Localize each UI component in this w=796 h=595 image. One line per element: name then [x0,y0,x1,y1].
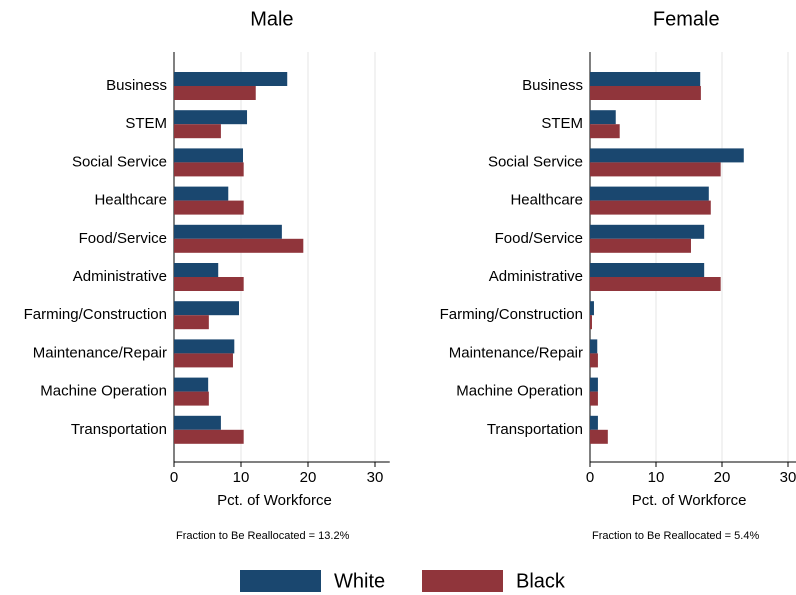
bar [174,72,288,86]
bar [174,301,239,316]
legend-swatch [422,570,503,592]
category-label: Social Service [72,153,167,170]
bar [174,415,221,430]
category-label: Machine Operation [456,383,583,400]
bar [174,277,244,291]
bar [174,263,219,277]
legend-label: White [334,570,385,592]
category-label: Business [522,77,583,94]
bar [174,200,244,215]
bar [590,238,691,253]
bar [590,124,620,139]
bar [590,353,598,368]
category-label: Healthcare [94,192,167,209]
category-label: Administrative [73,268,167,285]
bar [590,110,616,125]
bar [590,391,598,406]
legend-label: Black [516,570,566,592]
bar [174,377,209,392]
bar [174,238,304,253]
category-label: Transportation [71,421,167,438]
bar [590,301,594,316]
bar [174,162,244,177]
bar [174,315,209,330]
bar [590,162,721,177]
bar [174,148,244,163]
x-tick-label: 30 [780,469,796,486]
x-tick-label: 10 [233,469,250,486]
category-label: Farming/Construction [24,306,167,323]
bar [590,148,744,163]
category-label: Food/Service [495,230,583,247]
x-tick-label: 30 [367,469,384,486]
bar [590,315,592,330]
category-label: Food/Service [79,230,167,247]
category-label: Social Service [488,153,583,170]
x-tick-label: 0 [170,469,178,486]
category-label: Farming/Construction [440,306,583,323]
panel-title: Female [653,8,720,30]
annotation: Fraction to Be Reallocated = 13.2% [176,530,350,542]
x-axis-label: Pct. of Workforce [632,492,747,509]
bar [590,86,701,100]
category-label: Maintenance/Repair [449,344,583,361]
bar [590,224,705,239]
bar [590,277,721,291]
bar [174,391,209,406]
category-label: Maintenance/Repair [33,344,167,361]
x-tick-label: 20 [714,469,731,486]
category-label: STEM [541,115,583,132]
bar [174,86,256,100]
bar [590,72,701,86]
bar [174,353,233,368]
annotation: Fraction to Be Reallocated = 5.4% [592,530,759,542]
bar [174,224,282,239]
bar [590,339,598,354]
bar [590,263,705,277]
x-axis-label: Pct. of Workforce [217,492,332,509]
bar [174,110,248,125]
bar [174,186,229,201]
bar [174,339,235,354]
bar [590,429,608,444]
category-label: Administrative [489,268,583,285]
category-label: STEM [125,115,167,132]
bar [590,377,598,392]
bar [174,124,221,139]
bar [590,415,598,430]
bar [590,200,711,215]
panel-title: Male [250,8,293,30]
bar [174,429,244,444]
category-label: Business [106,77,167,94]
x-tick-label: 10 [648,469,665,486]
legend-swatch [240,570,321,592]
category-label: Transportation [487,421,583,438]
x-tick-label: 20 [300,469,317,486]
category-label: Machine Operation [40,383,167,400]
x-tick-label: 0 [586,469,594,486]
category-label: Healthcare [510,192,583,209]
bar [590,186,709,201]
